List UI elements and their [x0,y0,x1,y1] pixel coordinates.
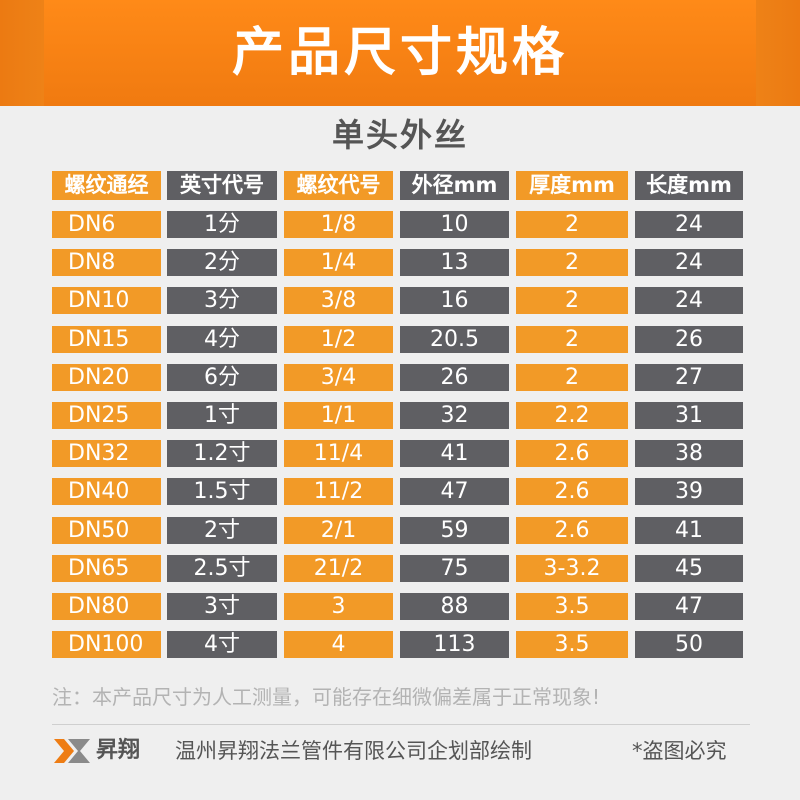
page-title: 产品尺寸规格 [231,23,568,83]
title-banner-panel [44,0,756,106]
table-cell-inch-code: 2.5寸 [167,554,277,582]
table-cell-thickness: 2 [516,287,628,315]
table-cell-thread-code: 2/1 [284,516,393,544]
table-cell-dn: DN50 [52,516,161,544]
table-cell-inch-code: 3寸 [167,593,277,620]
table-cell-length: 24 [635,287,743,315]
table-cell-thread-code: 3 [284,593,393,620]
table-cell-dn: DN8 [52,249,161,277]
table-cell-inch-code: 4分 [167,325,277,353]
footer-divider [52,724,750,725]
table-cell-length: 50 [635,631,743,659]
table-cell-length: 38 [635,440,743,468]
table-cell-inch-code: 6分 [167,363,277,391]
table-cell-inch-code: 1.5寸 [167,478,277,506]
table-cell-inch-code: 3分 [167,287,277,315]
title-banner: 产品尺寸规格 [0,0,800,106]
table-cell-length: 27 [635,363,743,391]
table-cell-inch-code: 4寸 [167,631,277,659]
table-cell-thickness: 2.6 [516,440,628,468]
table-cell-outer-diameter: 88 [400,593,509,620]
table-cell-thickness: 2.6 [516,516,628,544]
footer-company-name: 温州昇翔法兰管件有限公司企划部绘制 [175,739,532,763]
table-cell-inch-code: 1寸 [167,402,277,429]
table-cell-thickness: 2 [516,249,628,277]
column-header-inch-code: 英寸代号 [167,171,277,200]
table-cell-outer-diameter: 41 [400,440,509,468]
table-cell-dn: DN100 [52,631,161,659]
table-cell-thickness: 2 [516,363,628,391]
table-cell-outer-diameter: 47 [400,478,509,506]
brand-logo-icon [54,739,90,763]
column-header-thickness: 厚度mm [516,171,628,200]
table-cell-outer-diameter: 113 [400,631,509,659]
table-cell-inch-code: 1.2寸 [167,440,277,468]
table-cell-thread-code: 11/2 [284,478,393,506]
table-cell-thread-code: 1/4 [284,249,393,277]
table-cell-thread-code: 1/8 [284,211,393,238]
table-cell-length: 31 [635,402,743,429]
table-cell-length: 26 [635,325,743,353]
table-cell-dn: DN15 [52,325,161,353]
table-cell-outer-diameter: 26 [400,363,509,391]
table-cell-thickness: 2 [516,211,628,238]
table-cell-outer-diameter: 32 [400,402,509,429]
table-cell-thread-code: 11/4 [284,440,393,468]
table-cell-inch-code: 2寸 [167,516,277,544]
footer-copyright-warning: *盗图必究 [632,739,727,763]
table-cell-inch-code: 1分 [167,211,277,238]
table-cell-length: 47 [635,593,743,620]
column-header-outer-diameter: 外径mm [400,171,509,200]
table-cell-dn: DN65 [52,554,161,582]
table-cell-dn: DN25 [52,402,161,429]
table-cell-outer-diameter: 20.5 [400,325,509,353]
table-cell-length: 24 [635,249,743,277]
column-header-dn: 螺纹通经 [52,171,161,200]
table-cell-thickness: 3.5 [516,593,628,620]
table-cell-outer-diameter: 59 [400,516,509,544]
table-cell-length: 24 [635,211,743,238]
measurement-note: 注：本产品尺寸为人工测量，可能存在细微偏差属于正常现象! [52,685,601,709]
table-cell-inch-code: 2分 [167,249,277,277]
table-cell-outer-diameter: 75 [400,554,509,582]
table-cell-thread-code: 1/2 [284,325,393,353]
table-cell-length: 39 [635,478,743,506]
table-cell-thickness: 2 [516,325,628,353]
table-cell-thread-code: 3/8 [284,287,393,315]
table-cell-thickness: 2.6 [516,478,628,506]
table-cell-length: 41 [635,516,743,544]
table-cell-thickness: 3.5 [516,631,628,659]
table-cell-thread-code: 4 [284,631,393,659]
table-cell-dn: DN32 [52,440,161,468]
table-cell-outer-diameter: 13 [400,249,509,277]
column-header-length: 长度mm [635,171,743,200]
table-cell-thread-code: 21/2 [284,554,393,582]
table-cell-dn: DN40 [52,478,161,506]
table-cell-thread-code: 1/1 [284,402,393,429]
page-subtitle: 单头外丝 [331,116,468,154]
table-cell-outer-diameter: 16 [400,287,509,315]
table-cell-outer-diameter: 10 [400,211,509,238]
table-cell-dn: DN80 [52,593,161,620]
table-cell-dn: DN6 [52,211,161,238]
footer-brand-name: 昇翔 [96,738,141,763]
table-cell-dn: DN10 [52,287,161,315]
table-cell-thread-code: 3/4 [284,363,393,391]
table-cell-dn: DN20 [52,363,161,391]
column-header-thread-code: 螺纹代号 [284,171,393,200]
table-cell-length: 45 [635,554,743,582]
table-cell-thickness: 3-3.2 [516,554,628,582]
table-cell-thickness: 2.2 [516,402,628,429]
